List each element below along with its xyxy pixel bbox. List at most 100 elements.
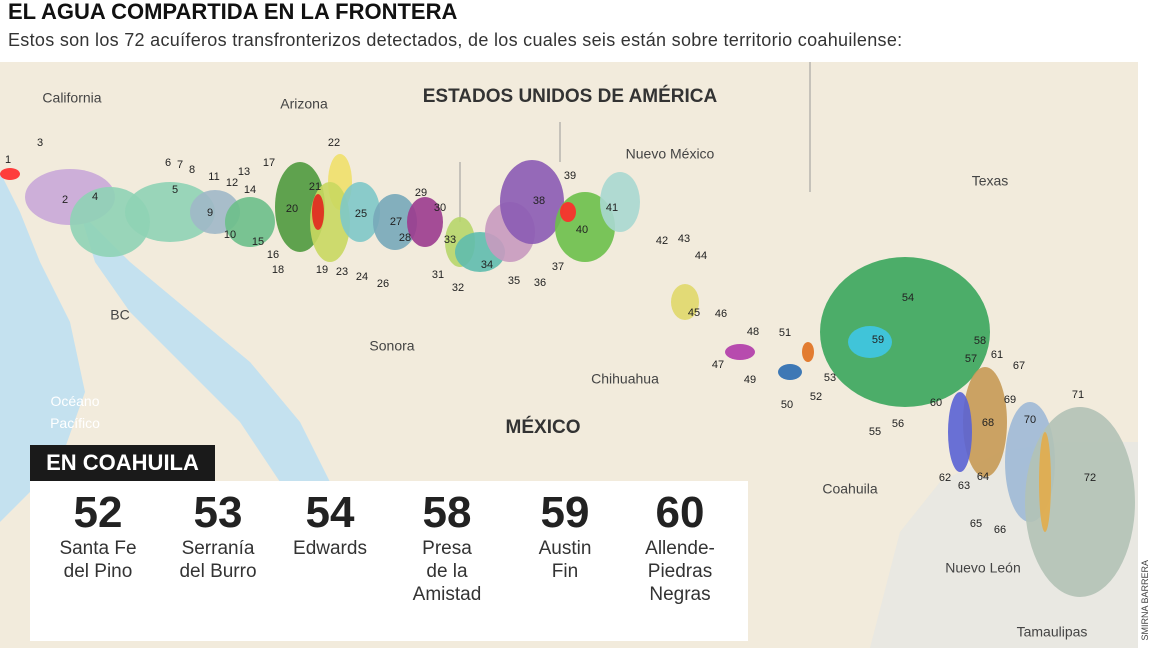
aquifer-label: 33 <box>444 234 456 246</box>
aquifer-shape <box>778 364 802 380</box>
aquifer-shape <box>340 182 380 242</box>
region-label: Océano Pacífico <box>50 393 100 431</box>
region-label: Texas <box>972 173 1009 189</box>
aquifer-shape <box>948 392 972 472</box>
aquifer-label: 65 <box>970 518 982 530</box>
aquifer-label: 20 <box>286 203 298 215</box>
aquifer-label: 60 <box>930 397 942 409</box>
aquifer-label: 50 <box>781 399 793 411</box>
panel-title: EN COAHUILA <box>30 445 215 481</box>
region-label: MÉXICO <box>506 416 581 438</box>
aquifer-label: 22 <box>328 137 340 149</box>
aquifer-name: del Pino <box>63 561 133 582</box>
aquifer-name: Presa <box>422 538 472 559</box>
aquifer-label: 43 <box>678 233 690 245</box>
aquifer-name: Amistad <box>412 584 482 605</box>
region-label: Tamaulipas <box>1017 624 1088 640</box>
aquifer-name: Piedras <box>647 561 713 582</box>
state-border <box>459 62 811 222</box>
aquifer-label: 42 <box>656 235 668 247</box>
aquifer-label: 19 <box>316 264 328 276</box>
aquifer-item: 58 Presa de la Amistad <box>388 489 506 606</box>
aquifer-label: 55 <box>869 426 881 438</box>
aquifer-number: 59 <box>540 488 590 537</box>
aquifer-name: Serranía <box>181 538 255 559</box>
region-label: BC <box>110 307 129 323</box>
aquifer-label: 8 <box>189 164 195 176</box>
region-label: Nuevo México <box>626 146 715 162</box>
aquifer-label: 18 <box>272 264 284 276</box>
aquifer-shape <box>1025 407 1135 597</box>
aquifer-label: 34 <box>481 259 493 271</box>
aquifer-name: Negras <box>649 584 711 605</box>
aquifer-name: de la <box>426 561 468 582</box>
aquifer-name: del Burro <box>179 561 257 582</box>
aquifer-shape <box>725 344 755 360</box>
aquifer-name: Allende- <box>645 538 715 559</box>
region-label: Nuevo León <box>945 560 1021 576</box>
aquifer-label: 63 <box>958 480 970 492</box>
aquifer-shape <box>312 194 324 230</box>
aquifer-label: 31 <box>432 269 444 281</box>
aquifer-label: 10 <box>224 229 236 241</box>
aquifer-shape <box>0 168 20 180</box>
aquifer-label: 5 <box>172 184 178 196</box>
aquifer-label: 14 <box>244 184 256 196</box>
aquifer-label: 3 <box>37 137 43 149</box>
aquifer-label: 32 <box>452 282 464 294</box>
credit: SMIRNA BARRERA <box>1140 560 1150 641</box>
aquifer-number: 58 <box>422 488 472 537</box>
aquifer-label: 35 <box>508 275 520 287</box>
aquifer-label: 68 <box>982 417 994 429</box>
aquifer-shape <box>802 342 814 362</box>
aquifer-item: 60 Allende- Piedras Negras <box>621 489 739 606</box>
aquifer-label: 48 <box>747 326 759 338</box>
aquifer-label: 27 <box>390 216 402 228</box>
aquifer-label: 66 <box>994 524 1006 536</box>
aquifer-name: Austin <box>538 538 592 559</box>
subtitle: Estos son los 72 acuíferos transfronteri… <box>8 30 903 50</box>
panel: 52 Santa Fe del Pino 53 Serranía del Burro 54 E… <box>30 481 748 641</box>
aquifer-label: 69 <box>1004 394 1016 406</box>
aquifer-label: 4 <box>92 191 98 203</box>
aquifer-label: 51 <box>779 327 791 339</box>
aquifer-shape <box>963 367 1007 477</box>
aquifer-label: 30 <box>434 202 446 214</box>
aquifer-label: 15 <box>252 236 264 248</box>
aquifer-label: 39 <box>564 170 576 182</box>
ocean <box>0 172 85 522</box>
aquifer-shape <box>125 182 215 242</box>
aquifer-label: 16 <box>267 249 279 261</box>
aquifer-label: 23 <box>336 266 348 278</box>
aquifer-label: 54 <box>902 292 914 304</box>
aquifer-label: 21 <box>309 181 321 193</box>
aquifer-number: 54 <box>305 488 355 537</box>
aquifer-shape <box>1039 432 1051 532</box>
aquifer-label: 53 <box>824 372 836 384</box>
aquifer-shape <box>671 284 699 320</box>
region-label: Sonora <box>369 338 414 354</box>
aquifer-name: Fin <box>551 561 579 582</box>
aquifer-number: 52 <box>73 488 123 537</box>
aquifer-label: 7 <box>177 159 183 171</box>
aquifer-item: 54 Edwards <box>271 489 389 560</box>
region-label: ESTADOS UNIDOS DE AMÉRICA <box>423 85 718 107</box>
aquifer-shape <box>500 160 564 244</box>
aquifer-name: Edwards <box>293 538 367 559</box>
aquifer-label: 13 <box>238 166 250 178</box>
aquifer-shape <box>560 202 576 222</box>
aquifer-label: 46 <box>715 308 727 320</box>
aquifer-label: 28 <box>399 232 411 244</box>
aquifer-label: 67 <box>1013 360 1025 372</box>
aquifer-label: 37 <box>552 261 564 273</box>
aquifer-label: 38 <box>533 195 545 207</box>
gulf <box>80 212 340 532</box>
aquifer-label: 26 <box>377 278 389 290</box>
aquifer-label: 62 <box>939 472 951 484</box>
aquifer-label: 1 <box>5 154 11 166</box>
aquifer-item: 52 Santa Fe del Pino <box>39 489 157 583</box>
aquifer-label: 40 <box>576 224 588 236</box>
aquifer-label: 41 <box>606 202 618 214</box>
aquifer-label: 58 <box>974 335 986 347</box>
